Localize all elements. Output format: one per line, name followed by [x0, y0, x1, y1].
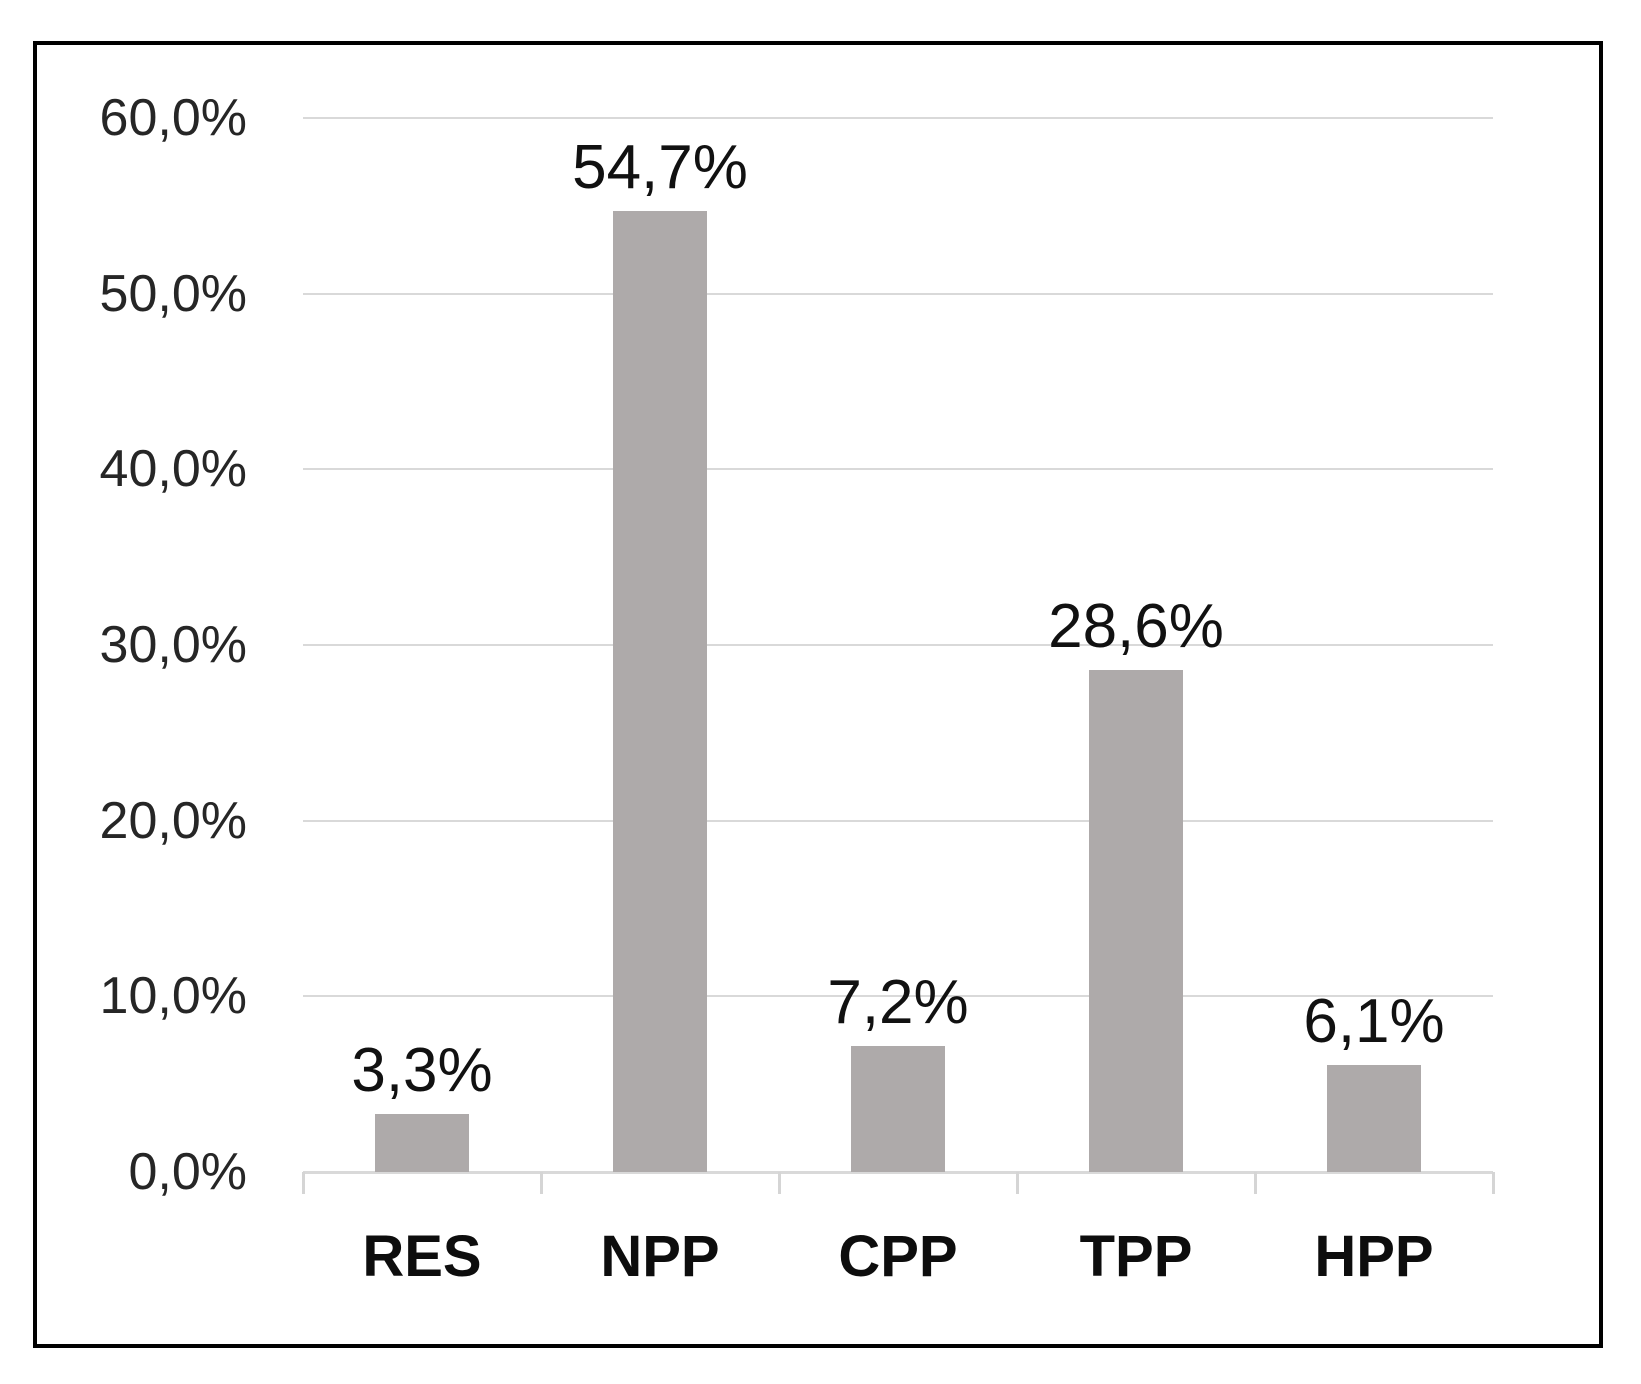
x-axis-tick	[778, 1172, 781, 1194]
gridline-20	[303, 819, 1493, 822]
bar-CPP	[851, 1046, 945, 1172]
y-tick-label-40: 40,0%	[99, 440, 247, 499]
value-label-CPP: 7,2%	[827, 968, 969, 1037]
value-label-TPP: 28,6%	[1048, 592, 1224, 661]
gridline-30	[303, 644, 1493, 646]
value-label-NPP: 54,7%	[572, 133, 748, 202]
x-axis-tick	[1016, 1172, 1019, 1194]
gridline-50	[303, 292, 1493, 295]
gridline-40	[303, 468, 1493, 471]
x-axis-line	[303, 1171, 1493, 1174]
x-axis-tick	[302, 1172, 305, 1194]
bar-HPP	[1327, 1065, 1421, 1172]
gridline-60	[303, 117, 1493, 119]
value-label-HPP: 6,1%	[1303, 987, 1445, 1056]
x-tick-label-TPP: TPP	[1079, 1224, 1193, 1289]
y-tick-label-60: 60,0%	[99, 89, 247, 147]
y-tick-label-30: 30,0%	[99, 616, 247, 674]
x-tick-label-RES: RES	[362, 1224, 482, 1289]
gridline-10	[303, 995, 1493, 998]
y-tick-label-10: 10,0%	[99, 967, 247, 1026]
bar-TPP	[1089, 670, 1183, 1172]
x-tick-label-CPP: CPP	[838, 1224, 958, 1289]
plot-area: 3,3% 54,7% 7,2% 28,6% 6,1%	[302, 117, 1495, 1194]
value-label-RES: 3,3%	[351, 1036, 493, 1105]
x-axis-tick	[1254, 1172, 1257, 1194]
x-axis-tick	[1492, 1172, 1495, 1194]
x-tick-label-HPP: HPP	[1314, 1224, 1434, 1289]
x-axis-tick	[540, 1172, 543, 1194]
y-tick-label-50: 50,0%	[99, 264, 247, 323]
x-tick-label-NPP: NPP	[600, 1224, 720, 1289]
y-tick-label-0: 0,0%	[128, 1143, 247, 1201]
bar-NPP	[613, 211, 707, 1172]
y-tick-label-20: 20,0%	[99, 791, 247, 850]
bar-RES	[375, 1114, 469, 1172]
